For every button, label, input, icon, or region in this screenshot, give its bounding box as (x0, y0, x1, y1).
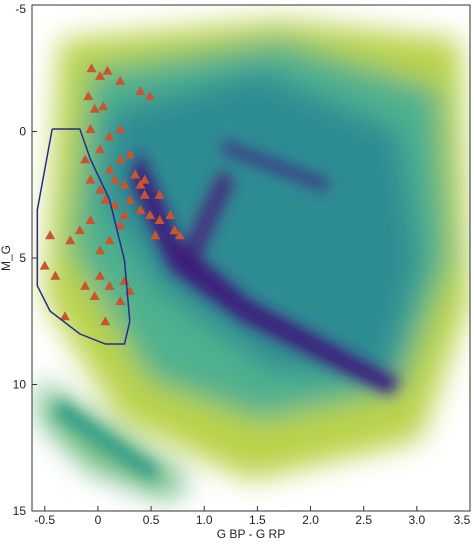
triangle-point (50, 270, 61, 280)
triangle-point (135, 204, 146, 214)
triangle-point (115, 220, 126, 230)
triangle-point (86, 63, 97, 73)
triangle-point (95, 144, 106, 154)
triangle-point (85, 215, 96, 225)
x-axis-label: G BP - G RP (217, 527, 285, 541)
triangle-point (95, 245, 106, 255)
triangle-point (104, 131, 115, 141)
triangle-point (135, 179, 146, 189)
triangle-point (169, 225, 180, 235)
triangle-point (89, 290, 100, 300)
triangle-point (109, 174, 120, 184)
x-tick-label: -0.5 (34, 513, 55, 527)
triangle-point (74, 225, 85, 235)
triangle-point (115, 296, 126, 306)
x-tick-label: 3.0 (409, 513, 426, 527)
triangle-point (65, 235, 76, 245)
triangle-point (154, 215, 165, 225)
y-tick-label: 5 (19, 251, 26, 265)
triangle-point (130, 169, 141, 179)
triangle-point (115, 154, 126, 164)
triangle-point (100, 316, 111, 326)
triangle-point (119, 179, 130, 189)
triangle-point (95, 270, 106, 280)
y-tick-label: 15 (13, 504, 27, 518)
y-axis-label: M_G (0, 245, 13, 271)
triangle-point (104, 164, 115, 174)
triangle-point (145, 91, 156, 101)
triangle-point (145, 209, 156, 219)
x-tick-label: 0 (95, 513, 102, 527)
x-tick-label: 2.5 (355, 513, 372, 527)
triangle-point (104, 235, 115, 245)
triangle-point (109, 199, 120, 209)
triangle-point (165, 209, 176, 219)
triangle-point (139, 174, 150, 184)
triangle-point (83, 91, 94, 101)
x-tick-label: 1.0 (196, 513, 213, 527)
density-background (40, 20, 470, 500)
triangle-point (59, 311, 70, 321)
triangle-point (102, 65, 113, 75)
triangle-point (135, 86, 146, 96)
triangle-point (115, 75, 126, 85)
triangle-point (89, 103, 100, 113)
x-tick-label: 0.5 (143, 513, 160, 527)
triangle-point (85, 174, 96, 184)
triangle-point (45, 230, 56, 240)
triangle-point (80, 280, 91, 290)
triangle-point (124, 149, 135, 159)
y-tick-label: 10 (13, 378, 27, 392)
triangle-point (39, 260, 50, 270)
triangle-point (124, 194, 135, 204)
triangle-point (95, 70, 106, 80)
triangle-point (104, 280, 115, 290)
triangle-point (95, 184, 106, 194)
x-tick-label: 1.5 (249, 513, 266, 527)
triangle-point (80, 154, 91, 164)
selection-polygon (36, 128, 131, 345)
triangle-point (174, 230, 185, 240)
triangle-point (98, 101, 109, 111)
triangle-point (85, 123, 96, 133)
x-tick-label: 2.0 (302, 513, 319, 527)
triangle-point (119, 209, 130, 219)
triangle-point (154, 189, 165, 199)
x-tick-label: 3.5 (454, 513, 471, 527)
triangle-point (100, 194, 111, 204)
y-tick-label: 0 (19, 125, 26, 139)
triangle-point (115, 123, 126, 133)
triangle-point (150, 230, 161, 240)
triangle-point (139, 189, 150, 199)
y-tick-label: -5 (15, 2, 26, 16)
